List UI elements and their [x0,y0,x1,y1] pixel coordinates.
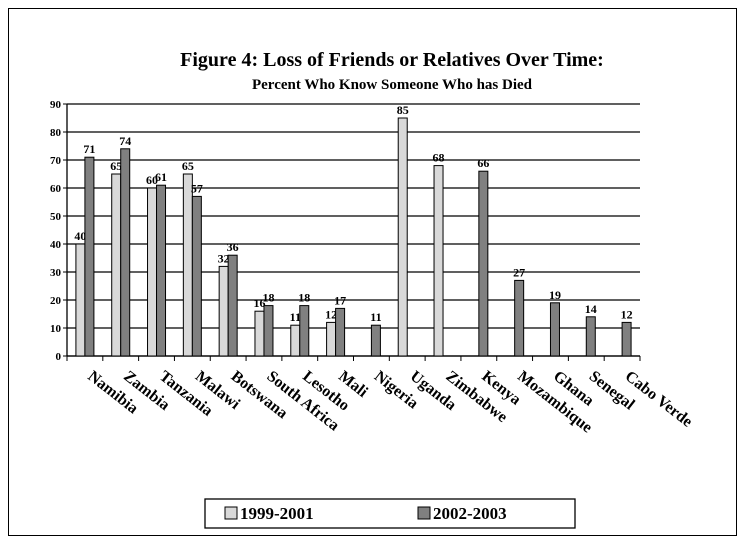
data-label: 74 [119,134,131,148]
bar [147,187,158,357]
bar [514,279,525,357]
data-label: 18 [262,291,274,305]
bar [182,173,193,357]
data-label: 85 [397,103,409,117]
data-label: 40 [74,229,86,243]
bar [585,316,596,357]
bar [227,254,238,357]
bar [549,302,560,357]
y-tick-label: 10 [50,323,62,335]
data-label: 32 [218,251,230,265]
data-label: 61 [155,170,167,184]
legend-box [204,498,576,529]
legend-label: 2002-2003 [433,504,507,523]
y-tick-label: 20 [50,295,62,307]
y-tick-label: 80 [50,127,62,139]
y-tick-label: 30 [50,267,62,279]
bar [191,195,202,357]
y-tick-label: 50 [50,211,62,223]
data-label: 57 [191,181,203,195]
bar [75,243,86,357]
bar [326,321,337,357]
y-tick-label: 70 [50,155,62,167]
bar [370,324,381,357]
data-label: 27 [513,265,525,279]
bar [111,173,122,357]
bar [397,117,408,357]
data-label: 16 [253,296,265,310]
y-tick-label: 40 [50,239,62,251]
data-label: 65 [110,159,122,173]
bar [120,148,131,357]
y-tick-label: 0 [56,351,62,363]
legend: 1999-2001 2002-2003 [204,498,576,529]
bar [478,170,489,357]
chart-title: Figure 4: Loss of Friends or Relatives O… [180,49,604,71]
legend-swatch [417,506,431,520]
bar [290,324,301,357]
plot-area: 01020304050607080904071Namibia6574Zambia… [50,99,695,436]
data-label: 12 [325,307,337,321]
bar [299,305,310,357]
data-label: 17 [334,293,346,307]
data-label: 66 [477,156,489,170]
bar [621,321,632,357]
bar [254,310,265,357]
data-label: 18 [298,291,310,305]
data-label: 71 [83,142,95,156]
chart-subtitle: Percent Who Know Someone Who has Died [252,77,533,93]
legend-label: 1999-2001 [240,504,314,523]
data-label: 14 [585,302,597,316]
bar [156,184,167,357]
bar [335,307,346,357]
data-label: 12 [621,307,633,321]
data-label: 60 [146,173,158,187]
legend-swatch [224,506,238,520]
bar [218,265,229,357]
data-label: 11 [290,310,301,324]
bar [84,156,95,357]
y-tick-label: 60 [50,183,62,195]
bar [263,305,274,357]
data-label: 36 [227,240,239,254]
data-label: 11 [370,310,381,324]
bar [433,165,444,357]
y-tick-label: 90 [50,99,62,111]
data-label: 65 [182,159,194,173]
data-label: 19 [549,288,561,302]
data-label: 68 [433,151,445,165]
